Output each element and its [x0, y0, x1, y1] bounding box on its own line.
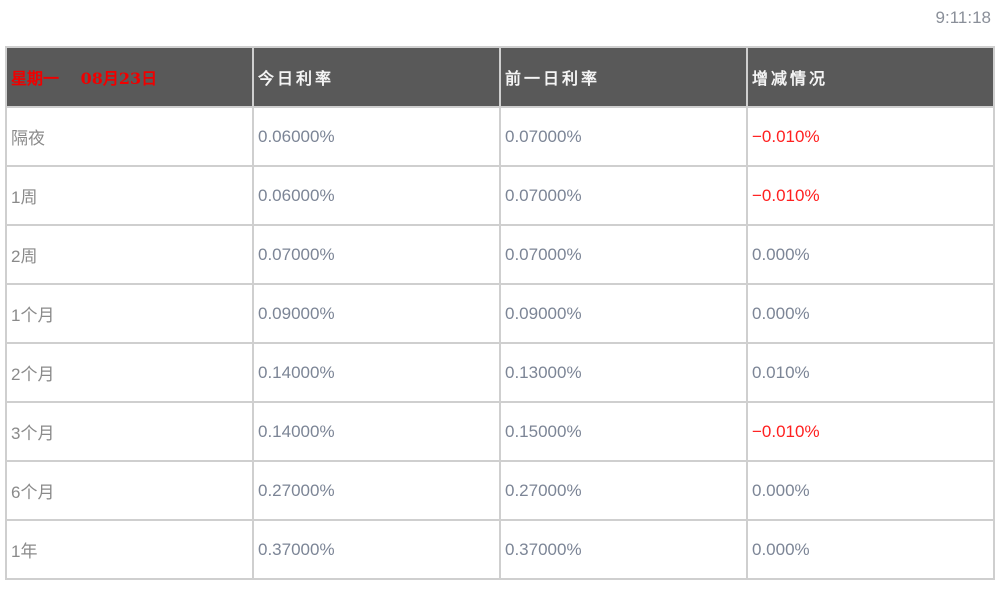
clock: 9:11:18 [935, 8, 991, 27]
today-rate-cell: 0.07000% [252, 224, 501, 285]
header-prev-rate: 前一日利率 [499, 46, 748, 108]
table-header-row: 星期一 08月23日 今日利率 前一日利率 增减情况 [5, 46, 995, 108]
term-cell: 1年 [5, 519, 254, 580]
term-cell: 隔夜 [5, 106, 254, 167]
table-row: 1个月 0.09000% 0.09000% 0.000% [5, 283, 995, 344]
prev-rate-cell: 0.13000% [499, 342, 748, 403]
change-cell: 0.010% [746, 342, 995, 403]
today-rate-cell: 0.27000% [252, 460, 501, 521]
header-today-rate: 今日利率 [252, 46, 501, 108]
prev-rate-cell: 0.07000% [499, 106, 748, 167]
prev-rate-cell: 0.15000% [499, 401, 748, 462]
today-rate-cell: 0.06000% [252, 106, 501, 167]
table-row: 2个月 0.14000% 0.13000% 0.010% [5, 342, 995, 403]
change-cell: 0.000% [746, 519, 995, 580]
table-row: 2周 0.07000% 0.07000% 0.000% [5, 224, 995, 285]
header-date: 星期一 08月23日 [5, 46, 254, 108]
term-cell: 2周 [5, 224, 254, 285]
change-cell: 0.000% [746, 283, 995, 344]
term-cell: 6个月 [5, 460, 254, 521]
change-cell: −0.010% [746, 106, 995, 167]
today-rate-cell: 0.09000% [252, 283, 501, 344]
prev-rate-cell: 0.07000% [499, 224, 748, 285]
today-rate-cell: 0.06000% [252, 165, 501, 226]
term-cell: 2个月 [5, 342, 254, 403]
prev-rate-cell: 0.07000% [499, 165, 748, 226]
header-change: 增减情况 [746, 46, 995, 108]
prev-rate-cell: 0.27000% [499, 460, 748, 521]
change-cell: 0.000% [746, 460, 995, 521]
term-cell: 1周 [5, 165, 254, 226]
change-cell: −0.010% [746, 165, 995, 226]
rate-table: 星期一 08月23日 今日利率 前一日利率 增减情况 隔夜 0.06000% 0.0… [5, 46, 995, 580]
table-row: 6个月 0.27000% 0.27000% 0.000% [5, 460, 995, 521]
today-rate-cell: 0.14000% [252, 342, 501, 403]
change-cell: −0.010% [746, 401, 995, 462]
table-row: 1周 0.06000% 0.07000% −0.010% [5, 165, 995, 226]
table-row: 隔夜 0.06000% 0.07000% −0.010% [5, 106, 995, 167]
table-row: 3个月 0.14000% 0.15000% −0.010% [5, 401, 995, 462]
prev-rate-cell: 0.09000% [499, 283, 748, 344]
term-cell: 1个月 [5, 283, 254, 344]
term-cell: 3个月 [5, 401, 254, 462]
today-rate-cell: 0.37000% [252, 519, 501, 580]
change-cell: 0.000% [746, 224, 995, 285]
table-row: 1年 0.37000% 0.37000% 0.000% [5, 519, 995, 580]
prev-rate-cell: 0.37000% [499, 519, 748, 580]
today-rate-cell: 0.14000% [252, 401, 501, 462]
